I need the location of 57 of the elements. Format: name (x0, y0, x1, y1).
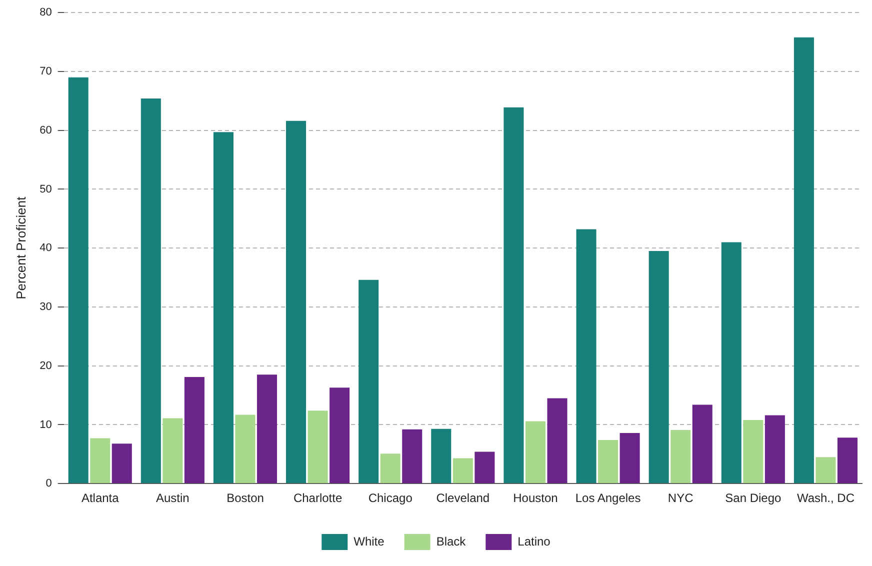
bar (692, 404, 712, 484)
x-tick-label: Wash., DC (796, 491, 855, 506)
bar (213, 132, 234, 484)
legend-label: Latino (518, 534, 551, 548)
y-axis-title: Percent Proficient (13, 196, 28, 300)
bar (256, 374, 278, 484)
bar (837, 438, 858, 484)
bar (670, 430, 691, 484)
bar (816, 457, 836, 484)
bar (743, 420, 764, 484)
bar (525, 421, 546, 484)
bar (286, 120, 306, 484)
x-tick-label: Boston (226, 491, 264, 506)
bar (504, 107, 524, 484)
y-tick-label: 60 (40, 124, 52, 136)
bar (140, 98, 161, 484)
bar (308, 410, 328, 484)
x-tick-label: Charlotte (293, 491, 342, 506)
bar (68, 77, 88, 484)
legend-label: White (354, 534, 385, 548)
bar (184, 377, 204, 484)
bar (358, 280, 379, 484)
legend-label: Black (436, 534, 467, 548)
y-tick-label: 50 (40, 183, 52, 196)
bar (764, 415, 785, 484)
x-tick-label: NYC (668, 491, 694, 506)
bar (598, 440, 618, 484)
bar (576, 229, 596, 484)
bar (90, 438, 110, 484)
bar (112, 444, 132, 484)
bar (648, 251, 669, 484)
x-tick-label: San Diego (725, 491, 782, 506)
y-tick-label: 30 (40, 301, 52, 314)
x-tick-label: Atlanta (81, 491, 120, 506)
bar (380, 454, 400, 484)
x-tick-label: Houston (513, 491, 558, 506)
x-tick-label: Los Angeles (575, 491, 641, 506)
bar (794, 37, 814, 484)
bar (721, 242, 742, 484)
bar (474, 452, 495, 484)
bar (162, 418, 183, 484)
y-tick-label: 70 (40, 66, 52, 78)
bar (452, 458, 473, 484)
bar (402, 429, 422, 484)
bar (431, 428, 452, 484)
y-tick-label: 40 (40, 242, 52, 254)
x-tick-label: Austin (156, 491, 190, 506)
bar (547, 398, 568, 484)
x-tick-label: Cleveland (436, 491, 490, 506)
y-tick-label: 80 (40, 6, 52, 19)
x-tick-label: Chicago (368, 491, 413, 506)
y-tick-label: 0 (46, 478, 52, 490)
bar (620, 432, 640, 484)
bar (235, 414, 256, 484)
y-tick-label: 20 (40, 360, 52, 372)
y-tick-label: 10 (40, 418, 52, 431)
bar (330, 388, 350, 484)
